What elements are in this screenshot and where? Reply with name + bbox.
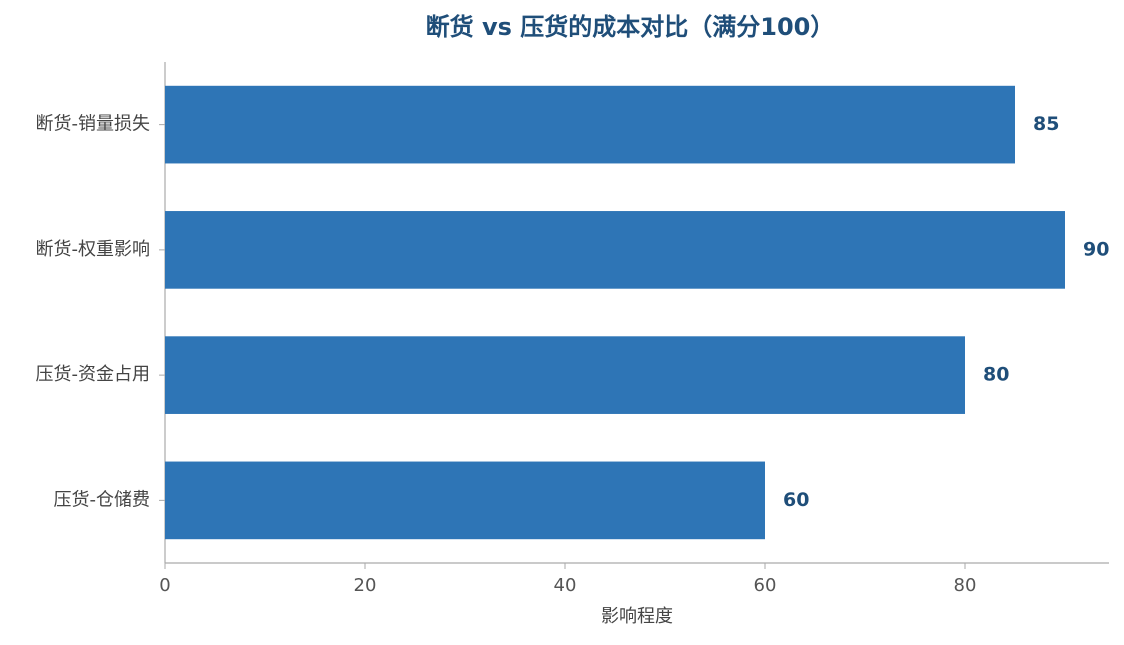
bar xyxy=(165,461,765,540)
value-label: 90 xyxy=(1083,238,1109,260)
bar xyxy=(165,211,1065,289)
x-tick-label: 0 xyxy=(159,575,170,596)
y-tick-label: 压货-仓储费 xyxy=(54,489,151,510)
y-tick-label: 断货-销量损失 xyxy=(36,114,151,135)
x-tick-label: 60 xyxy=(754,575,777,596)
y-tick-label: 断货-权重影响 xyxy=(36,239,151,260)
x-tick-label: 20 xyxy=(354,575,377,596)
bar xyxy=(165,336,965,414)
value-label: 80 xyxy=(983,364,1009,386)
x-tick-label: 40 xyxy=(554,575,577,596)
x-tick-label: 80 xyxy=(954,575,977,596)
chart-title: 断货 vs 压货的成本对比（满分100） xyxy=(426,13,835,41)
value-label: 85 xyxy=(1033,113,1059,135)
x-axis-label: 影响程度 xyxy=(601,606,673,627)
y-tick-label: 压货-资金占用 xyxy=(36,364,151,385)
bar xyxy=(165,85,1015,164)
value-label: 60 xyxy=(783,489,809,511)
